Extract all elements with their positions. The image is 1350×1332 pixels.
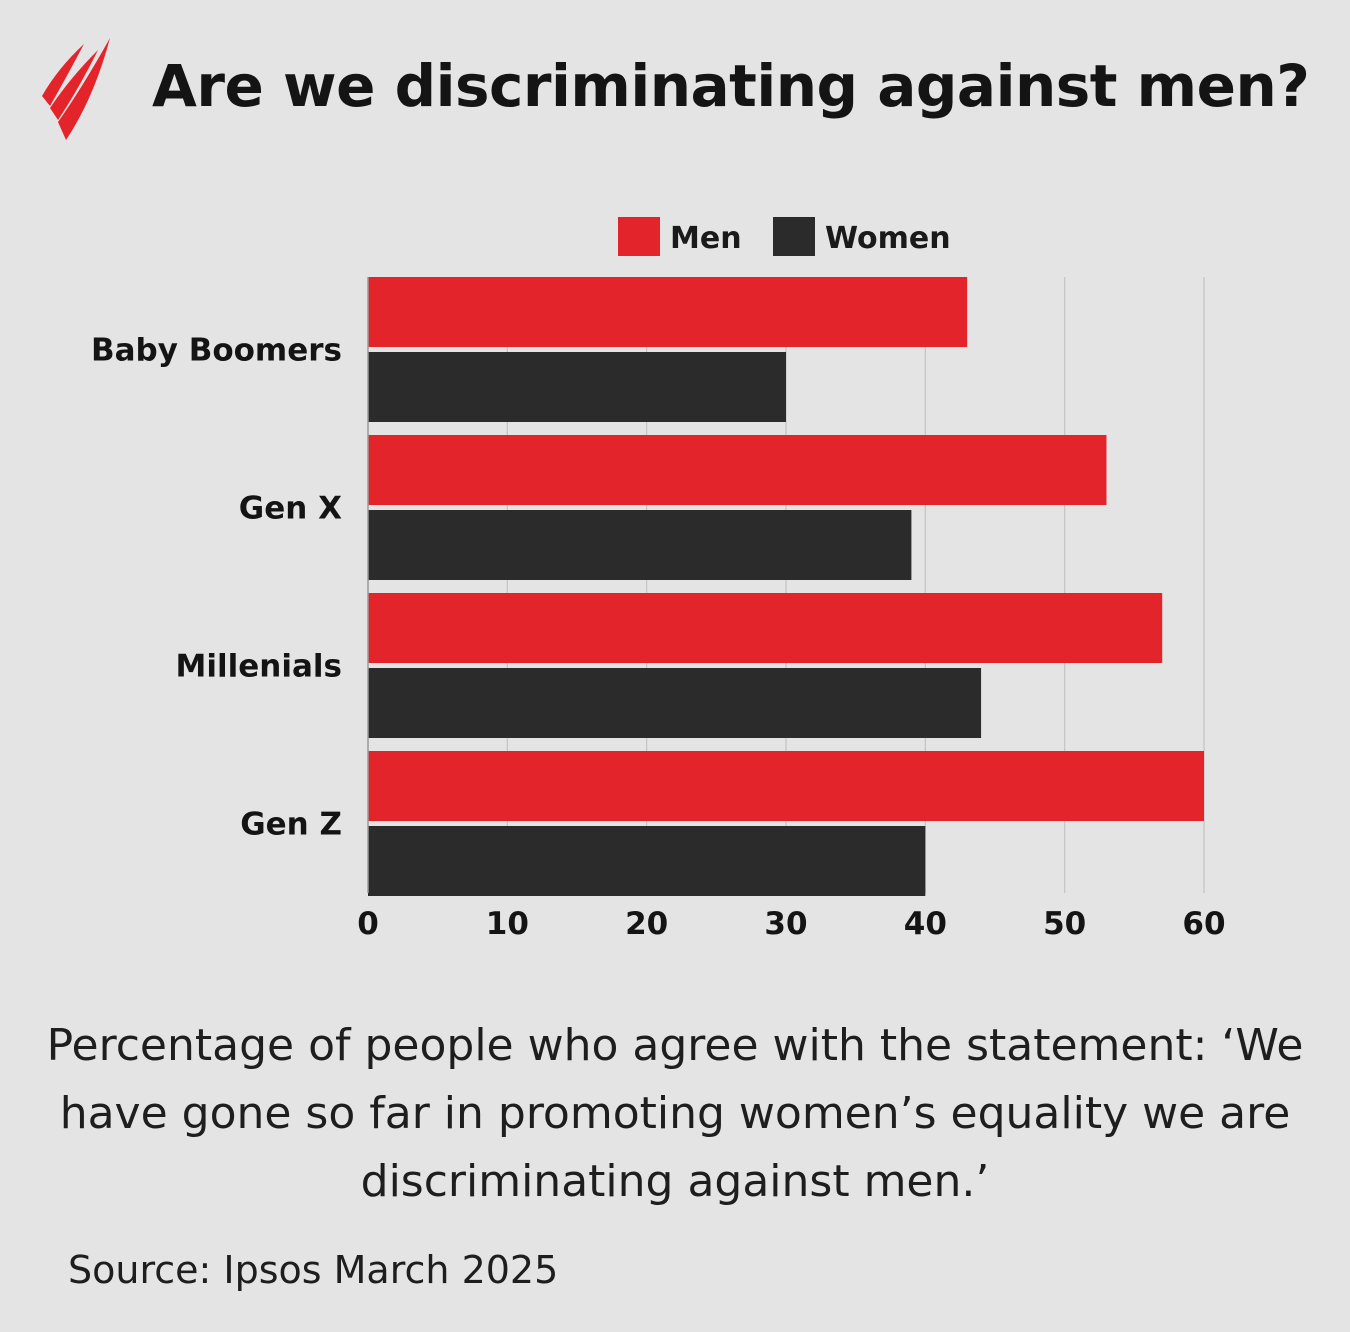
caption-line: Percentage of people who agree with the … [46,1020,1304,1071]
category-label: Gen Z [240,807,342,843]
bar [368,751,1204,821]
x-tick-label: 10 [486,906,529,942]
category-label: Baby Boomers [91,333,342,369]
caption-line: have gone so far in promoting women’s eq… [59,1088,1291,1139]
chart-title: Are we discriminating against men? [152,52,1310,120]
x-tick-label: 60 [1182,906,1225,942]
bar [368,668,982,738]
sbs-logo-icon [42,38,110,140]
bar [368,277,968,347]
bar [368,435,1107,505]
bar-chart: Men Women Baby Boomers Gen X Millenials Gen Z… [91,217,1226,942]
x-tick-label: 30 [764,906,807,942]
caption-line: discriminating against men.’ [360,1156,990,1207]
x-tick-label: 0 [357,906,379,942]
source-note: Source: Ipsos March 2025 [68,1248,559,1292]
x-tick-label: 40 [904,906,947,942]
bar [368,593,1163,663]
bar [368,510,912,580]
chart-caption: Percentage of people who agree with the … [0,1012,1350,1216]
legend-label: Women [825,221,951,256]
bar [368,826,926,896]
legend-swatch [618,217,660,256]
category-label: Gen X [239,491,342,527]
category-label: Millenials [176,649,342,685]
x-tick-label: 50 [1043,906,1086,942]
legend-swatch [773,217,815,256]
bar [368,352,786,422]
legend-label: Men [670,221,742,256]
x-tick-label: 20 [625,906,668,942]
